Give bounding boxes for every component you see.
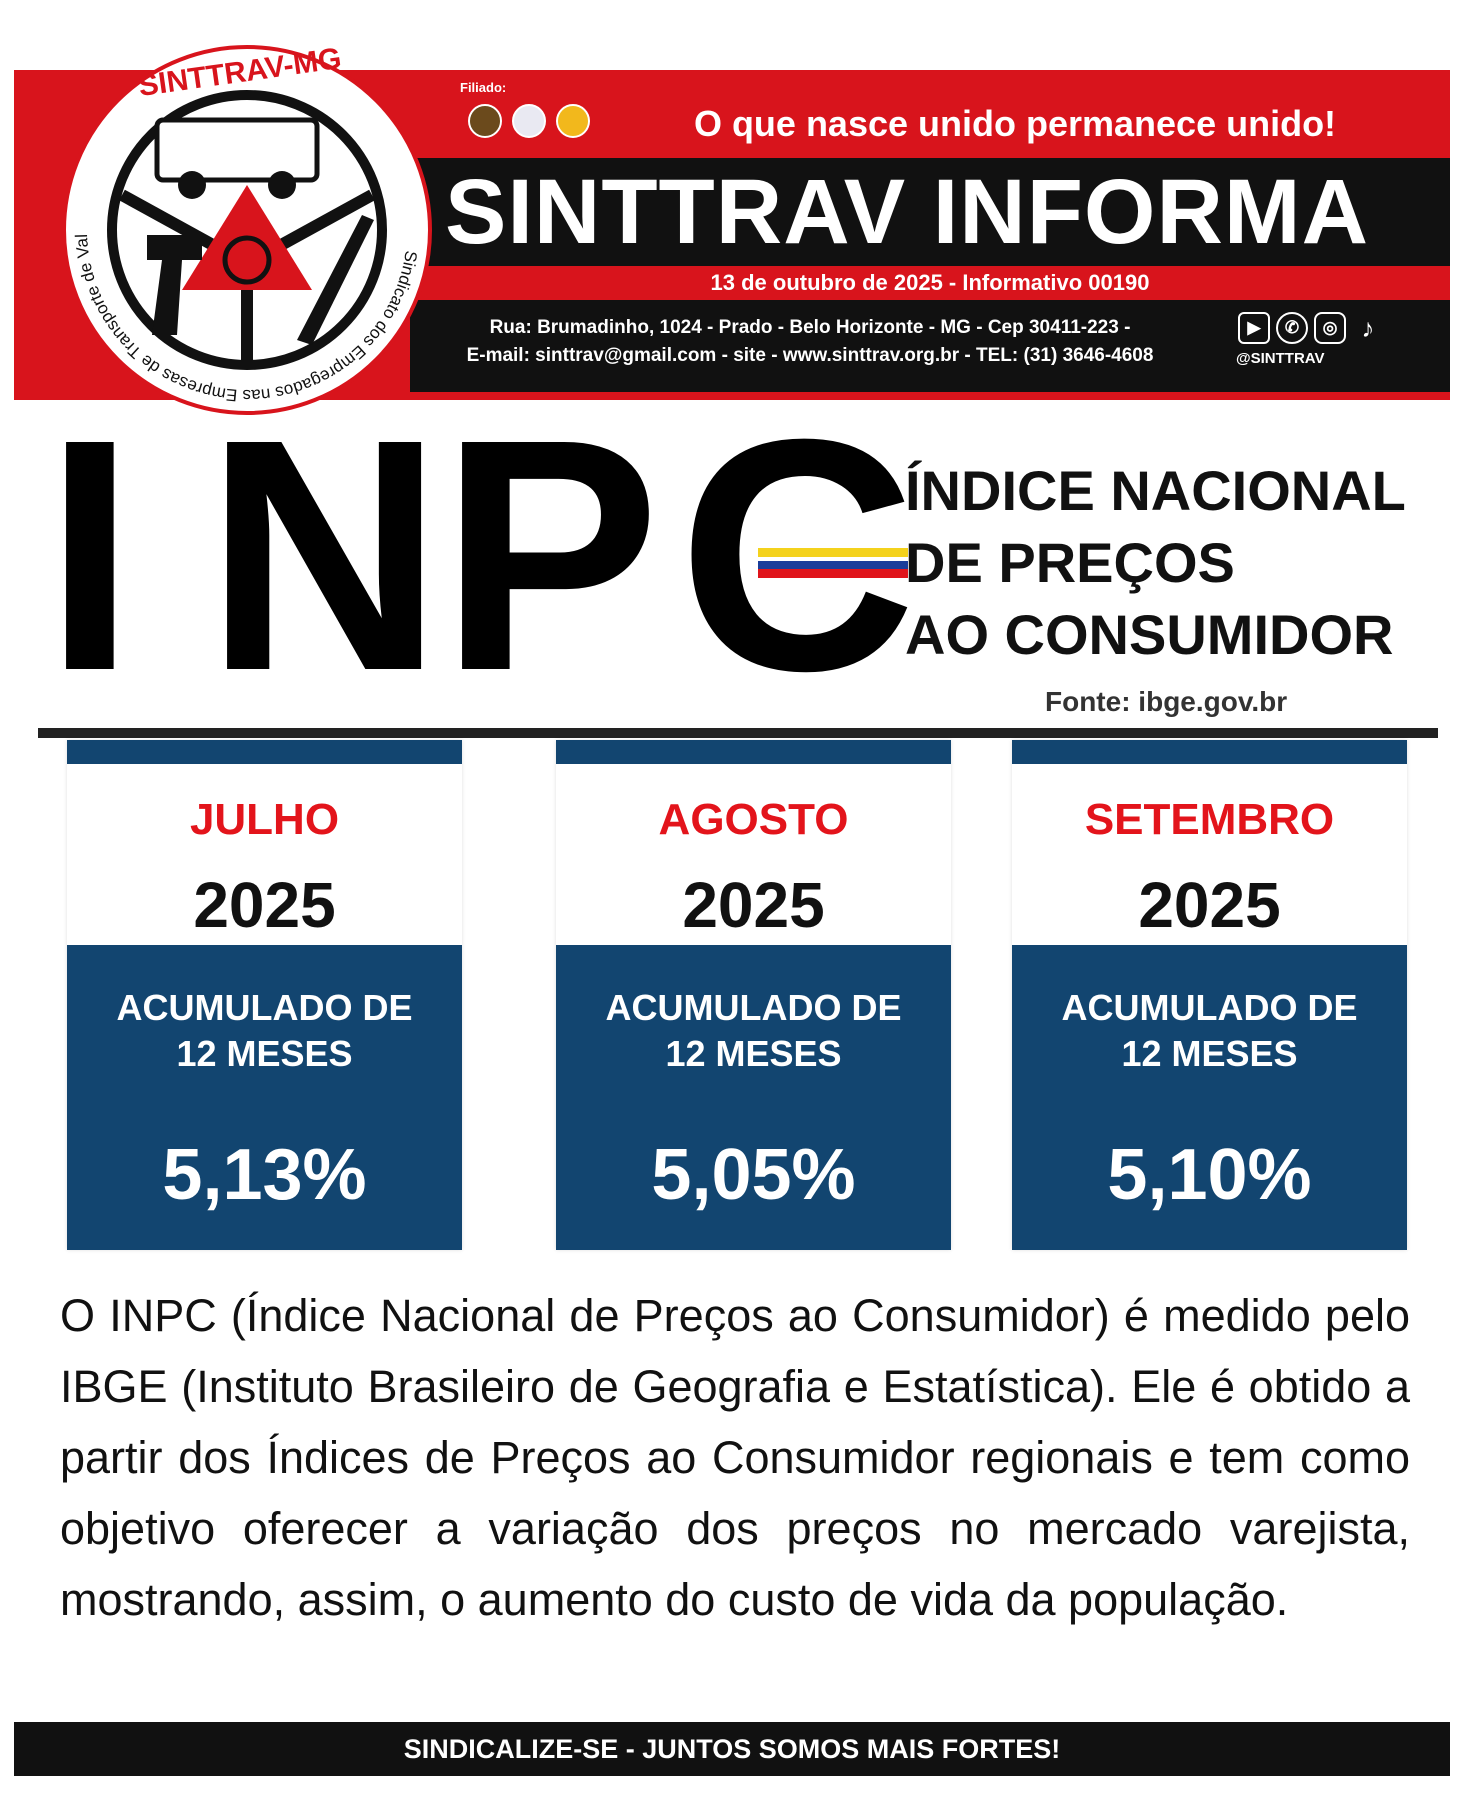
card-label-line-1: ACUMULADO DE [605,987,902,1028]
card-year: 2025 [1138,869,1281,941]
subtitle-line-2: DE PREÇOS [905,531,1235,594]
card-label: ACUMULADO DE 12 MESES [67,985,462,1077]
filiado-label: Filiado: [460,80,507,95]
card-label-line-2: 12 MESES [176,1033,353,1074]
slogan: O que nasce unido permanece unido! [693,103,1337,144]
card-year: 2025 [193,869,336,941]
card-label-line-2: 12 MESES [1121,1033,1298,1074]
card-topbar [67,740,462,764]
subtitle-line-1: ÍNDICE NACIONAL [905,459,1406,522]
description-paragraph: O INPC (Índice Nacional de Preços ao Con… [60,1290,1410,1625]
card-panel: ACUMULADO DE 12 MESES 5,05% [556,945,951,1250]
affiliate-badge-icon [468,104,502,138]
card-label-line-2: 12 MESES [665,1033,842,1074]
card-panel: ACUMULADO DE 12 MESES 5,10% [1012,945,1407,1250]
affiliation-logos [468,104,590,138]
address-line: Rua: Brumadinho, 1024 - Prado - Belo Hor… [489,317,1131,338]
issue-date: 13 de outubro de 2025 - Informativo 0019… [710,270,1150,295]
inpc-letter-i: I [44,370,136,739]
card-september: SETEMBRO 2025 ACUMULADO DE 12 MESES 5,10… [1012,740,1407,1250]
card-year: 2025 [682,869,825,941]
contact-info: Rua: Brumadinho, 1024 - Prado - Belo Hor… [410,314,1210,370]
card-value: 5,13% [162,1135,367,1215]
card-month: JULHO [189,795,340,844]
subtitle-line-3: AO CONSUMIDOR [905,603,1394,666]
flag-stripe [758,548,908,578]
source-credit: Fonte: ibge.gov.br [1045,686,1288,717]
youtube-icon[interactable]: ▶ [1238,312,1270,344]
whatsapp-icon[interactable]: ✆ [1276,312,1308,344]
newsletter-title: SINTTRAV INFORMA [445,161,1370,263]
card-label-line-1: ACUMULADO DE [116,987,413,1028]
inpc-subtitle: ÍNDICE NACIONAL DE PREÇOS AO CONSUMIDOR [905,455,1425,671]
card-label: ACUMULADO DE 12 MESES [1012,985,1407,1077]
contact-bar [410,300,1450,392]
social-icons: ▶ ✆ ◎ ♪ [1238,312,1384,344]
card-month: SETEMBRO [1084,795,1335,844]
logo-emblem: Sindicato dos Empregados nas Empresas de… [62,45,421,405]
inpc-letter-n: N [205,370,444,739]
affiliate-central-icon [556,104,590,138]
title-bar [410,158,1450,266]
card-topbar [1012,740,1407,764]
footer-banner: SINDICALIZE-SE - JUNTOS SOMOS MAIS FORTE… [14,1722,1450,1776]
card-panel: ACUMULADO DE 12 MESES 5,13% [67,945,462,1250]
card-august: AGOSTO 2025 ACUMULADO DE 12 MESES 5,05% [556,740,951,1250]
affiliate-seal-icon [512,104,546,138]
inpc-letter-p: P [440,370,661,739]
instagram-icon[interactable]: ◎ [1314,312,1346,344]
card-label-line-1: ACUMULADO DE [1061,987,1358,1028]
card-topbar [556,740,951,764]
divider [38,728,1438,738]
tiktok-icon[interactable]: ♪ [1361,312,1375,343]
card-value: 5,05% [651,1135,856,1215]
card-month: AGOSTO [658,795,849,844]
social-handle: @SINTTRAV [1236,350,1325,367]
contact-line: E-mail: sinttrav@gmail.com - site - www.… [466,345,1154,366]
card-label: ACUMULADO DE 12 MESES [556,985,951,1077]
card-value: 5,10% [1107,1135,1312,1215]
card-july: JULHO 2025 ACUMULADO DE 12 MESES 5,13% [67,740,462,1250]
